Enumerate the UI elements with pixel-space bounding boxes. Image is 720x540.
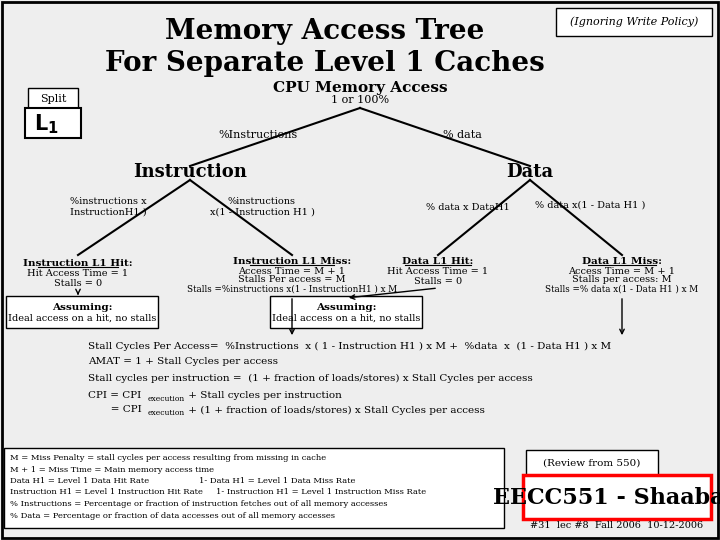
Text: Stalls Per access = M: Stalls Per access = M <box>238 275 346 285</box>
Text: execution: execution <box>148 409 185 417</box>
Text: AMAT = 1 + Stall Cycles per access: AMAT = 1 + Stall Cycles per access <box>88 357 278 367</box>
Text: Stall Cycles Per Access=  %Instructions  x ( 1 - Instruction H1 ) x M +  %data  : Stall Cycles Per Access= %Instructions x… <box>88 341 611 350</box>
Text: execution: execution <box>148 395 185 403</box>
Text: 1 or 100%: 1 or 100% <box>331 95 389 105</box>
Text: M + 1 = Miss Time = Main memory access time: M + 1 = Miss Time = Main memory access t… <box>10 465 214 474</box>
Text: Hit Access Time = 1: Hit Access Time = 1 <box>27 269 129 279</box>
Text: (Ignoring Write Policy): (Ignoring Write Policy) <box>570 17 698 28</box>
Text: % data x(1 - Data H1 ): % data x(1 - Data H1 ) <box>535 200 645 210</box>
FancyBboxPatch shape <box>4 448 504 528</box>
Text: %instructions
x(1 - Instruction H1 ): %instructions x(1 - Instruction H1 ) <box>210 197 315 217</box>
Text: Instruction: Instruction <box>133 163 247 181</box>
FancyBboxPatch shape <box>25 108 81 138</box>
Text: %instructions x
InstructionH1 ): %instructions x InstructionH1 ) <box>70 197 146 217</box>
Text: EECC551 - Shaaban: EECC551 - Shaaban <box>493 487 720 509</box>
Text: Ideal access on a hit, no stalls: Ideal access on a hit, no stalls <box>8 314 156 322</box>
FancyBboxPatch shape <box>523 475 711 519</box>
Text: % Data = Percentage or fraction of data accesses out of all memory accesses: % Data = Percentage or fraction of data … <box>10 511 335 519</box>
FancyBboxPatch shape <box>6 296 158 328</box>
Text: CPI = CPI: CPI = CPI <box>88 392 141 401</box>
Text: #31  lec #8  Fall 2006  10-12-2006: #31 lec #8 Fall 2006 10-12-2006 <box>531 522 703 530</box>
Text: %Instructions: %Instructions <box>218 130 297 140</box>
Text: For Separate Level 1 Caches: For Separate Level 1 Caches <box>105 50 545 77</box>
Text: Stalls = 0: Stalls = 0 <box>414 276 462 286</box>
Text: Data: Data <box>506 163 554 181</box>
Text: Stalls per access: M: Stalls per access: M <box>572 275 672 285</box>
Text: Data L1 Miss:: Data L1 Miss: <box>582 256 662 266</box>
Text: + (1 + fraction of loads/stores) x Stall Cycles per access: + (1 + fraction of loads/stores) x Stall… <box>185 406 485 415</box>
Text: Memory Access Tree: Memory Access Tree <box>166 18 485 45</box>
Text: Access Time = M + 1: Access Time = M + 1 <box>238 267 346 276</box>
Text: Ideal access on a hit, no stalls: Ideal access on a hit, no stalls <box>272 314 420 322</box>
Text: Stalls =%instructions x(1 - InstructionH1 ) x M: Stalls =%instructions x(1 - InstructionH… <box>187 285 397 294</box>
Text: Instruction H1 = Level 1 Instruction Hit Rate     1- Instruction H1 = Level 1 In: Instruction H1 = Level 1 Instruction Hit… <box>10 489 426 496</box>
FancyBboxPatch shape <box>526 450 658 476</box>
Text: $\mathbf{L_1}$: $\mathbf{L_1}$ <box>34 112 58 136</box>
FancyBboxPatch shape <box>270 296 422 328</box>
Text: = CPI: = CPI <box>88 406 142 415</box>
Text: Data L1 Hit:: Data L1 Hit: <box>402 256 474 266</box>
Text: Instruction L1 Miss:: Instruction L1 Miss: <box>233 256 351 266</box>
Text: Stall cycles per instruction =  (1 + fraction of loads/stores) x Stall Cycles pe: Stall cycles per instruction = (1 + frac… <box>88 374 533 382</box>
Text: Assuming:: Assuming: <box>316 302 377 312</box>
Text: M = Miss Penalty = stall cycles per access resulting from missing in cache: M = Miss Penalty = stall cycles per acce… <box>10 454 326 462</box>
Text: Assuming:: Assuming: <box>52 302 112 312</box>
Text: % Instructions = Percentage or fraction of instruction fetches out of all memory: % Instructions = Percentage or fraction … <box>10 500 387 508</box>
Text: (Review from 550): (Review from 550) <box>544 458 641 468</box>
Text: % data x DataH1: % data x DataH1 <box>426 202 510 212</box>
Text: + Stall cycles per instruction: + Stall cycles per instruction <box>185 392 342 401</box>
Text: Split: Split <box>40 94 66 104</box>
Text: Hit Access Time = 1: Hit Access Time = 1 <box>387 267 489 276</box>
Text: Stalls =% data x(1 - Data H1 ) x M: Stalls =% data x(1 - Data H1 ) x M <box>546 285 698 294</box>
Text: Data H1 = Level 1 Data Hit Rate                   1- Data H1 = Level 1 Data Miss: Data H1 = Level 1 Data Hit Rate 1- Data … <box>10 477 356 485</box>
FancyBboxPatch shape <box>28 88 78 110</box>
Text: Access Time = M + 1: Access Time = M + 1 <box>569 267 675 276</box>
FancyBboxPatch shape <box>556 8 712 36</box>
Text: Stalls = 0: Stalls = 0 <box>54 279 102 287</box>
Text: CPU Memory Access: CPU Memory Access <box>273 81 447 95</box>
Text: Instruction L1 Hit:: Instruction L1 Hit: <box>23 259 132 267</box>
Text: % data: % data <box>443 130 482 140</box>
